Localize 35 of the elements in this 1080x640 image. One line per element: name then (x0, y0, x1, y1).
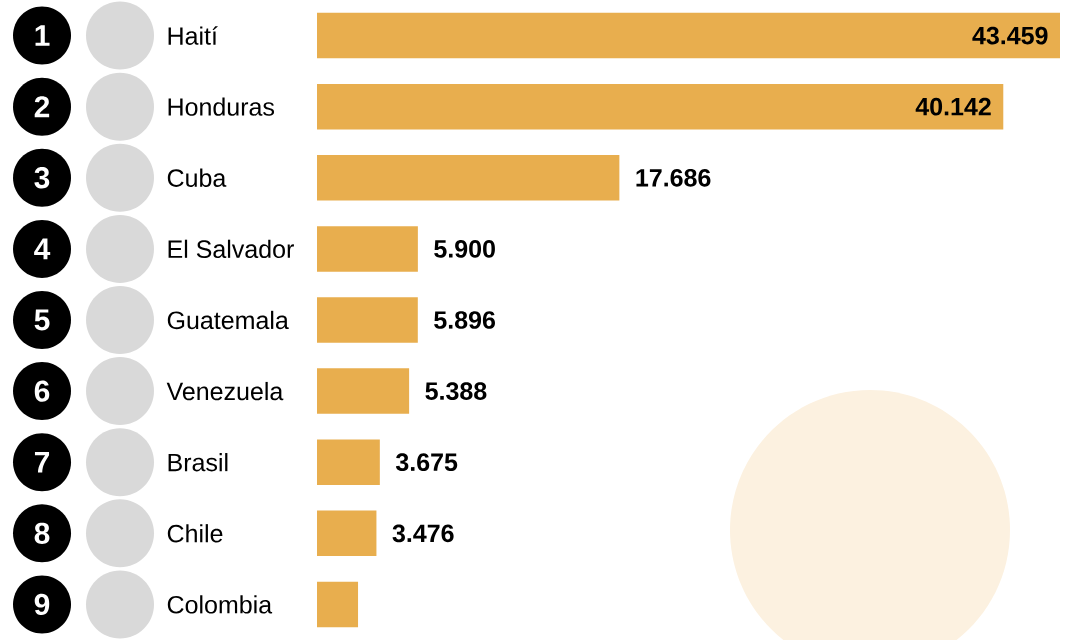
bar (317, 12, 1060, 59)
text: 6 (34, 380, 50, 402)
bar (317, 155, 620, 201)
data-label: 3.476 (392, 524, 454, 543)
text: 1 (35, 25, 50, 46)
y-tick-label: Brasil (168, 453, 228, 472)
y-tick-label: Honduras (168, 97, 274, 116)
y-tick-label: El Salvador (168, 239, 294, 259)
y-tick-label: Cuba (167, 168, 227, 187)
data-label: 5.896 (434, 311, 495, 329)
bar (317, 581, 359, 628)
data-label: 17.686 (636, 168, 711, 187)
data-label: 5.388 (425, 382, 487, 400)
text: 7 (34, 451, 50, 473)
data-label: 40.142 (915, 97, 991, 116)
y-tick-label: Colombia (167, 595, 273, 614)
text: 2 (34, 96, 50, 118)
bar (317, 226, 418, 272)
bar (317, 439, 380, 485)
y-tick-label: Chile (167, 524, 223, 543)
y-tick-label: Guatemala (167, 310, 289, 330)
data-label: 5.900 (434, 240, 495, 258)
y-tick-label: Venezuela (166, 381, 284, 401)
text: 5 (34, 309, 50, 331)
bar (317, 297, 418, 343)
text: 3 (34, 167, 50, 189)
text: 4 (34, 238, 51, 260)
data-label: 3.675 (395, 453, 458, 472)
data-label: 43.459 (972, 26, 1048, 45)
bar (317, 368, 410, 414)
text: 8 (34, 522, 50, 544)
text: 9 (34, 593, 50, 616)
bar (317, 83, 1004, 130)
y-tick-label: Haití (168, 26, 218, 45)
bar (317, 510, 377, 557)
